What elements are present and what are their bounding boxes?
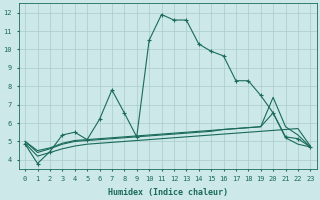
X-axis label: Humidex (Indice chaleur): Humidex (Indice chaleur) (108, 188, 228, 197)
